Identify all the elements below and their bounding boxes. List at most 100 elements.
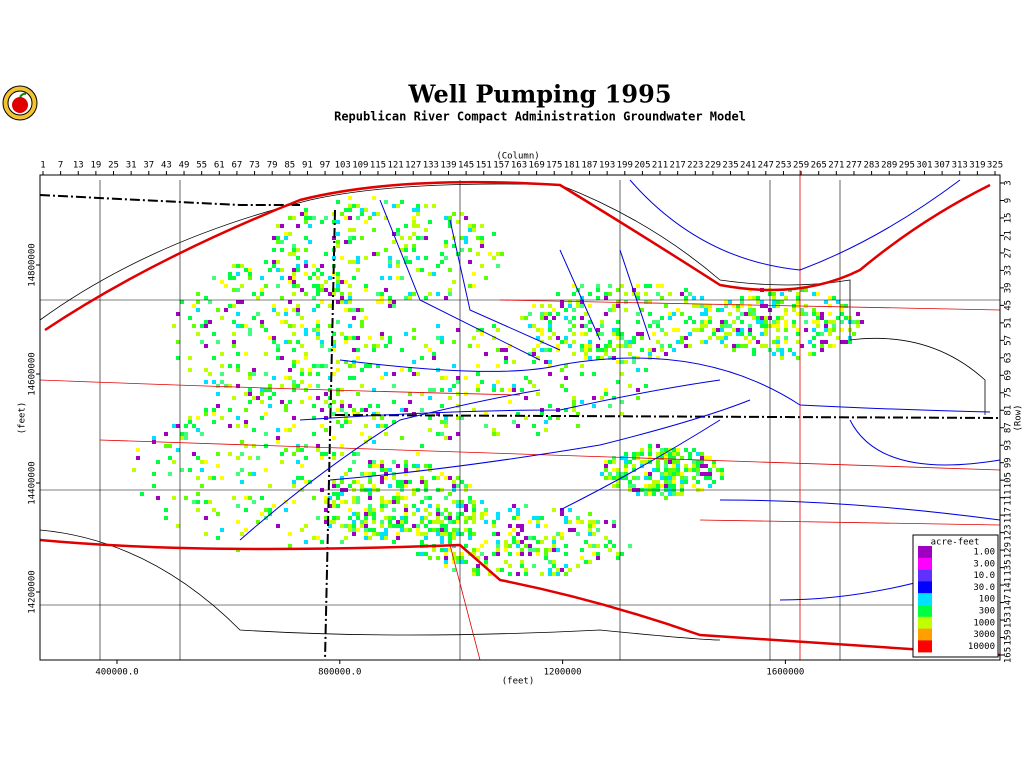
cell	[824, 320, 828, 324]
cell	[676, 464, 680, 468]
cell	[468, 500, 472, 504]
cell	[336, 232, 340, 236]
cell	[420, 520, 424, 524]
cell	[344, 340, 348, 344]
cell	[532, 516, 536, 520]
cell	[292, 480, 296, 484]
cell	[616, 476, 620, 480]
cell	[292, 252, 296, 256]
cell	[348, 260, 352, 264]
cell	[380, 496, 384, 500]
cell	[388, 304, 392, 308]
column-tick-label: 271	[828, 161, 844, 171]
cell	[720, 340, 724, 344]
cell	[604, 536, 608, 540]
cell	[428, 504, 432, 508]
cell	[816, 316, 820, 320]
cell	[336, 272, 340, 276]
cell	[544, 548, 548, 552]
cell	[272, 308, 276, 312]
cell	[392, 500, 396, 504]
row-tick-label: 153	[1004, 612, 1014, 628]
cell	[516, 516, 520, 520]
cell	[404, 512, 408, 516]
cell	[444, 524, 448, 528]
cell	[188, 416, 192, 420]
cell	[684, 300, 688, 304]
cell	[760, 344, 764, 348]
cell	[612, 356, 616, 360]
cell	[356, 348, 360, 352]
cell	[404, 244, 408, 248]
cell	[236, 472, 240, 476]
cell	[708, 484, 712, 488]
cell	[468, 516, 472, 520]
cell	[648, 452, 652, 456]
cell	[348, 284, 352, 288]
cell	[340, 404, 344, 408]
cell	[292, 324, 296, 328]
cell	[572, 340, 576, 344]
cell	[540, 348, 544, 352]
cell	[812, 312, 816, 316]
cell	[644, 284, 648, 288]
cell	[368, 528, 372, 532]
cell	[248, 472, 252, 476]
cell	[452, 520, 456, 524]
cell	[692, 460, 696, 464]
cell	[636, 320, 640, 324]
cell	[236, 352, 240, 356]
cell	[772, 320, 776, 324]
cell	[824, 324, 828, 328]
cell	[676, 460, 680, 464]
cell	[580, 304, 584, 308]
cell	[196, 292, 200, 296]
cell	[424, 204, 428, 208]
cell	[472, 552, 476, 556]
cell	[460, 212, 464, 216]
cell	[464, 484, 468, 488]
cell	[436, 556, 440, 560]
cell	[680, 340, 684, 344]
cell	[844, 316, 848, 320]
cell	[400, 524, 404, 528]
cell	[632, 292, 636, 296]
cell	[352, 520, 356, 524]
cell	[376, 404, 380, 408]
cell	[536, 552, 540, 556]
cell	[300, 212, 304, 216]
cell	[664, 480, 668, 484]
cell	[668, 492, 672, 496]
cell	[352, 452, 356, 456]
cell	[700, 296, 704, 300]
cell	[308, 240, 312, 244]
cell	[292, 380, 296, 384]
cell	[564, 408, 568, 412]
cell	[740, 312, 744, 316]
cell	[200, 432, 204, 436]
legend-swatch	[918, 546, 932, 558]
cell	[776, 344, 780, 348]
cell	[232, 320, 236, 324]
cell	[516, 512, 520, 516]
cell	[288, 232, 292, 236]
cell	[660, 328, 664, 332]
cell	[400, 408, 404, 412]
column-tick-label: 175	[546, 161, 562, 171]
cell	[660, 456, 664, 460]
cell	[336, 300, 340, 304]
cell	[380, 416, 384, 420]
cell	[352, 348, 356, 352]
cell	[332, 340, 336, 344]
cell	[572, 332, 576, 336]
cell	[284, 428, 288, 432]
cell	[740, 300, 744, 304]
rivers	[239, 179, 1001, 601]
cell	[648, 472, 652, 476]
cell	[752, 352, 756, 356]
cell	[292, 280, 296, 284]
cell	[376, 464, 380, 468]
cell	[196, 300, 200, 304]
cell	[412, 220, 416, 224]
column-tick-label: 37	[143, 161, 154, 171]
